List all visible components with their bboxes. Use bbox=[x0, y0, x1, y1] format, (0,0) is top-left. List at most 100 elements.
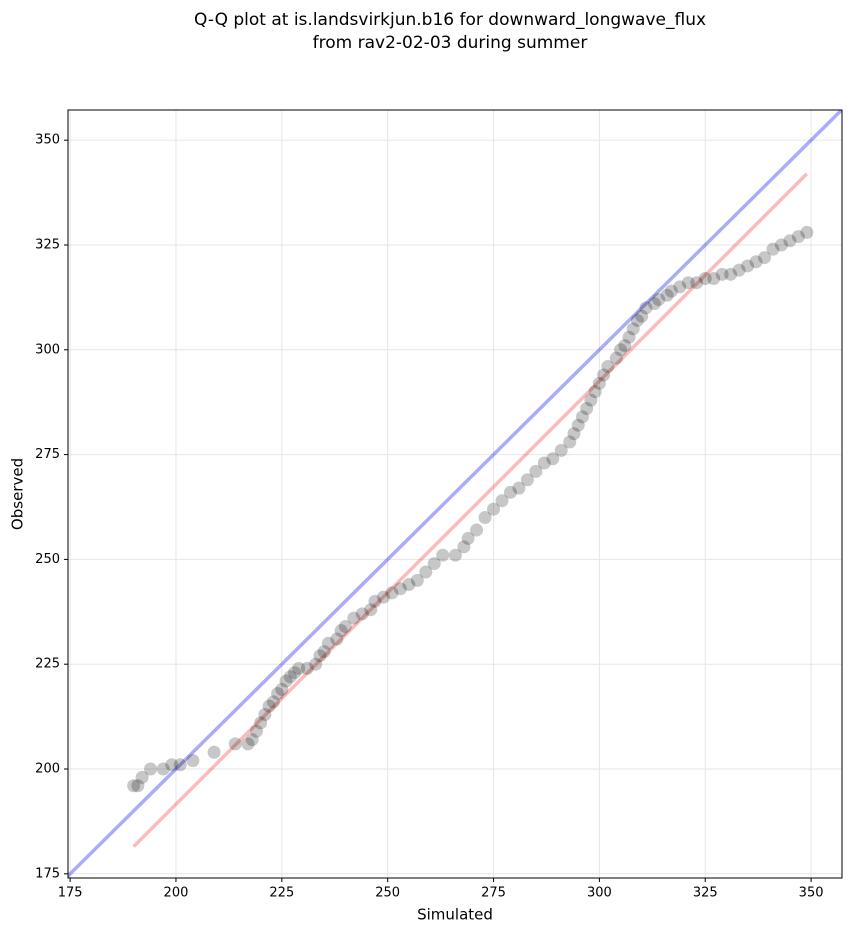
data-point bbox=[647, 297, 661, 311]
axes: 175 200 225 250 275 300 325 350 175 200 225 250 275 3… bbox=[35, 133, 823, 901]
data-point bbox=[393, 582, 407, 596]
data-point bbox=[275, 682, 289, 696]
data-point bbox=[529, 464, 543, 478]
data-point bbox=[436, 548, 450, 562]
data-point bbox=[330, 632, 344, 646]
x-tick-label: 350 bbox=[799, 886, 824, 901]
data-point bbox=[334, 624, 348, 638]
y-tick-label: 350 bbox=[35, 133, 60, 148]
grid bbox=[68, 110, 842, 878]
x-tick-label: 200 bbox=[164, 886, 189, 901]
data-point bbox=[347, 611, 361, 625]
data-point bbox=[635, 309, 649, 323]
data-point bbox=[228, 737, 242, 751]
data-point bbox=[690, 276, 704, 290]
data-point bbox=[652, 292, 666, 306]
data-point bbox=[300, 661, 314, 675]
data-point bbox=[127, 779, 141, 793]
data-point bbox=[724, 267, 738, 281]
data-point bbox=[427, 557, 441, 571]
data-point bbox=[165, 758, 179, 772]
data-point bbox=[364, 603, 378, 617]
data-point bbox=[410, 573, 424, 587]
data-point bbox=[241, 737, 255, 751]
x-axis-label: Simulated bbox=[417, 906, 493, 924]
data-point bbox=[575, 410, 589, 424]
data-point bbox=[495, 494, 509, 508]
data-point bbox=[601, 360, 615, 374]
data-point bbox=[478, 510, 492, 524]
data-point bbox=[537, 456, 551, 470]
data-point bbox=[580, 401, 594, 415]
data-point bbox=[266, 695, 280, 709]
y-tick-label: 175 bbox=[35, 866, 60, 881]
y-tick-label: 325 bbox=[35, 237, 60, 252]
data-point bbox=[258, 708, 272, 722]
data-point bbox=[563, 435, 577, 449]
data-point bbox=[355, 607, 369, 621]
data-point bbox=[618, 339, 632, 353]
data-point bbox=[546, 452, 560, 466]
x-tick-label: 225 bbox=[269, 886, 294, 901]
data-point bbox=[639, 301, 653, 315]
data-point bbox=[288, 666, 302, 680]
data-point bbox=[313, 649, 327, 663]
y-tick-label: 225 bbox=[35, 657, 60, 672]
data-point bbox=[279, 674, 293, 688]
data-point bbox=[249, 724, 263, 738]
data-point bbox=[385, 586, 399, 600]
x-tick-label: 325 bbox=[693, 886, 718, 901]
data-point bbox=[131, 779, 145, 793]
data-point bbox=[614, 343, 628, 357]
data-point bbox=[766, 242, 780, 256]
y-tick-label: 250 bbox=[35, 552, 60, 567]
data-point bbox=[741, 259, 755, 273]
data-point bbox=[262, 699, 276, 713]
data-point bbox=[419, 565, 433, 579]
data-point bbox=[144, 762, 158, 776]
data-point bbox=[758, 251, 772, 265]
y-tick-label: 200 bbox=[35, 762, 60, 777]
reference-line bbox=[132, 172, 809, 848]
data-point bbox=[207, 745, 221, 759]
chart-title: from rav2-02-03 during summer bbox=[313, 33, 588, 53]
data-point bbox=[321, 636, 335, 650]
data-point bbox=[567, 427, 581, 441]
data-point bbox=[584, 393, 598, 407]
data-point bbox=[317, 645, 331, 659]
data-point bbox=[707, 272, 721, 286]
data-point bbox=[292, 661, 306, 675]
data-point bbox=[135, 770, 149, 784]
plot-area bbox=[68, 110, 842, 878]
data-point bbox=[520, 473, 534, 487]
data-point bbox=[774, 238, 788, 252]
data-point bbox=[448, 548, 462, 562]
data-point bbox=[271, 687, 285, 701]
data-point bbox=[338, 619, 352, 633]
data-point bbox=[156, 762, 170, 776]
x-tick-label: 175 bbox=[58, 886, 83, 901]
data-point bbox=[791, 230, 805, 244]
y-tick-label: 300 bbox=[35, 342, 60, 357]
data-point bbox=[660, 288, 674, 302]
x-tick-label: 300 bbox=[587, 886, 612, 901]
x-tick-label: 275 bbox=[481, 886, 506, 901]
data-point bbox=[622, 330, 636, 344]
data-point bbox=[626, 322, 640, 336]
data-point bbox=[186, 754, 200, 768]
x-tick-label: 250 bbox=[375, 886, 400, 901]
data-point bbox=[173, 758, 187, 772]
data-point bbox=[698, 272, 712, 286]
data-point bbox=[245, 733, 259, 747]
data-point bbox=[283, 670, 297, 684]
data-point bbox=[732, 263, 746, 277]
data-point bbox=[749, 255, 763, 269]
y-axis-label: Observed bbox=[9, 458, 27, 530]
data-point bbox=[681, 276, 695, 290]
reference-line bbox=[68, 110, 842, 878]
data-point bbox=[664, 284, 678, 298]
data-point bbox=[376, 590, 390, 604]
data-point bbox=[597, 368, 611, 382]
data-point bbox=[457, 540, 471, 554]
